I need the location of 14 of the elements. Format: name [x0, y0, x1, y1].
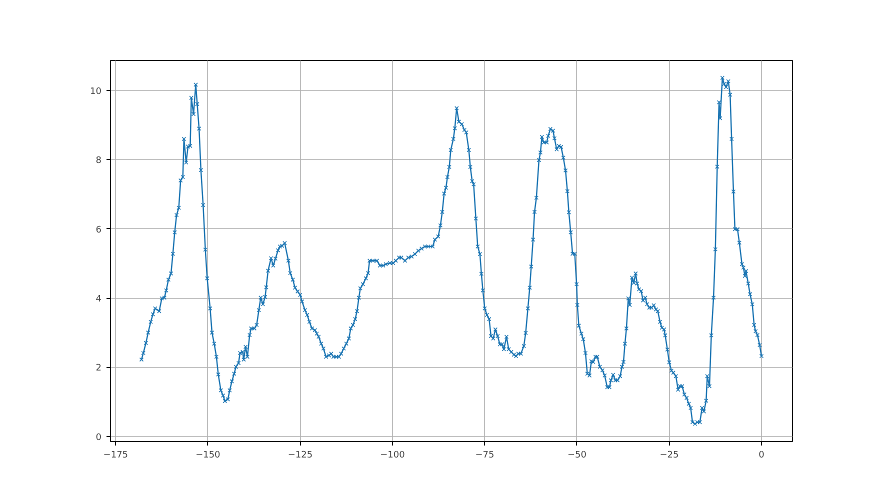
x-tick-label: 0 — [758, 450, 765, 460]
x-tick-label: −100 — [380, 450, 406, 460]
x-tick-label: −50 — [567, 450, 587, 460]
x-tick-label: −75 — [475, 450, 494, 460]
y-tick-label: 6 — [96, 225, 102, 236]
x-tick-label: −175 — [103, 450, 128, 460]
x-tick-label: −25 — [660, 450, 679, 460]
y-tick-label: 0 — [96, 432, 102, 443]
x-tick-label: −125 — [288, 450, 313, 460]
x-tick-label: −150 — [196, 450, 221, 460]
y-tick-label: 4 — [96, 294, 102, 305]
y-tick-label: 2 — [96, 364, 102, 374]
y-tick-label: 10 — [90, 87, 102, 98]
y-tick-label: 8 — [96, 156, 102, 166]
